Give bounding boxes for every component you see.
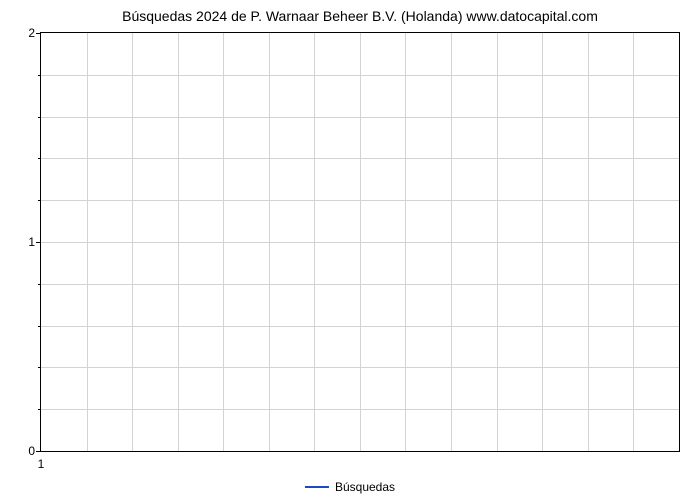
y-axis-minor-tick [38,75,41,76]
y-axis-minor-tick [38,367,41,368]
chart-plot-area: 2 1 0 1 [40,32,680,452]
chart-legend: Búsquedas [305,480,395,494]
y-axis-minor-tick [38,200,41,201]
legend-line-icon [305,486,329,488]
grid-v-line [633,33,634,451]
x-axis-label: 1 [38,451,45,471]
grid-v-line [269,33,270,451]
chart-container: Búsquedas 2024 de P. Warnaar Beheer B.V.… [0,0,700,500]
grid-v-line [132,33,133,451]
grid-v-line [178,33,179,451]
legend-label: Búsquedas [335,480,395,494]
grid-v-line [87,33,88,451]
y-axis-minor-tick [38,117,41,118]
chart-title: Búsquedas 2024 de P. Warnaar Beheer B.V.… [40,8,680,24]
y-axis-minor-tick [38,409,41,410]
y-axis-tick [36,33,41,34]
grid-v-line [223,33,224,451]
grid-v-line [360,33,361,451]
grid-v-line [451,33,452,451]
grid-v-line [542,33,543,451]
y-axis-minor-tick [38,326,41,327]
grid-v-line [314,33,315,451]
grid-v-line [588,33,589,451]
y-axis-minor-tick [38,284,41,285]
y-axis-tick [36,242,41,243]
y-axis-minor-tick [38,158,41,159]
grid-v-line [405,33,406,451]
grid-v-line [497,33,498,451]
